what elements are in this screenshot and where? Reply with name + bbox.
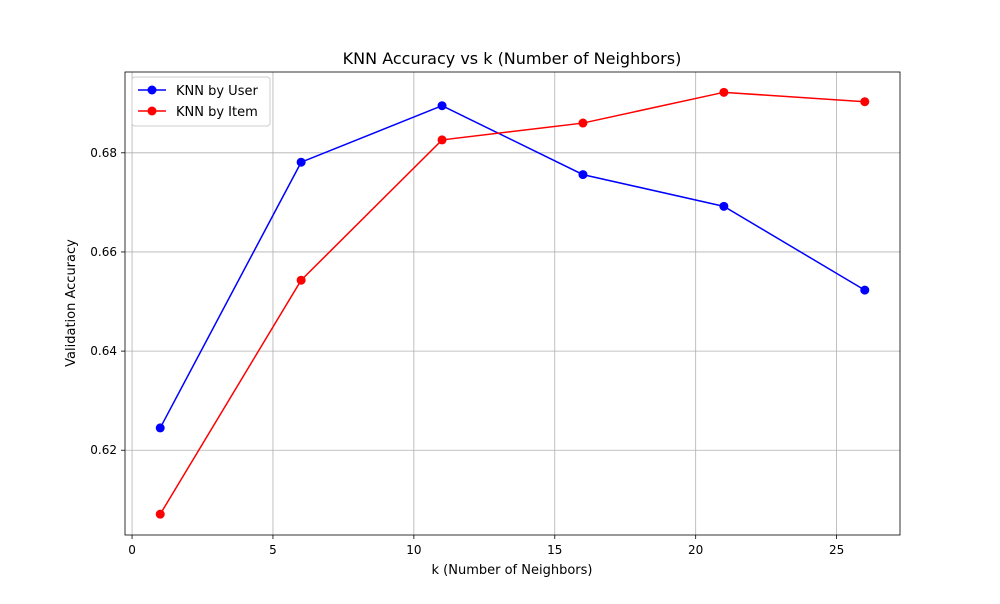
axes: 0 5 10 15 20 25 0.62 0.64 0.66 0.68 <box>90 71 901 557</box>
legend: KNN by User KNN by Item <box>131 76 271 127</box>
series-lines <box>155 87 870 519</box>
y-axis-label: Validation Accuracy <box>64 239 79 367</box>
series-line-knn-by-item <box>159 91 865 515</box>
data-point-knn-by-item <box>719 87 729 97</box>
data-point-knn-by-item <box>155 509 165 519</box>
data-point-knn-by-item <box>437 135 447 145</box>
x-tick-label: 15 <box>547 543 562 557</box>
plot-frame <box>124 71 901 536</box>
legend-frame <box>131 76 271 127</box>
y-tick-label: 0.64 <box>90 344 117 358</box>
grid-lines <box>125 72 900 535</box>
data-point-knn-by-user <box>155 423 165 433</box>
chart-title: KNN Accuracy vs k (Number of Neighbors) <box>343 49 682 68</box>
data-point-knn-by-user <box>578 170 588 180</box>
data-point-knn-by-user <box>719 201 729 211</box>
y-tick-label: 0.62 <box>90 443 117 457</box>
y-tick-label: 0.68 <box>90 146 117 160</box>
data-point-knn-by-item <box>578 118 588 128</box>
legend-marker-knn-by-user <box>147 85 157 95</box>
data-point-knn-by-user <box>437 101 447 111</box>
data-point-knn-by-user <box>296 157 306 167</box>
legend-label-knn-by-item: KNN by Item <box>176 105 258 120</box>
y-tick-label: 0.66 <box>90 245 117 259</box>
legend-label-knn-by-user: KNN by User <box>176 84 258 99</box>
x-tick-label: 5 <box>269 543 277 557</box>
x-axis-label: k (Number of Neighbors) <box>432 563 593 578</box>
data-point-knn-by-item <box>296 275 306 285</box>
data-point-knn-by-user <box>860 285 870 295</box>
legend-marker-knn-by-item <box>147 106 157 116</box>
x-tick-label: 20 <box>688 543 703 557</box>
series-line-knn-by-user <box>159 104 866 429</box>
data-point-knn-by-item <box>860 97 870 107</box>
x-tick-label: 0 <box>128 543 136 557</box>
x-tick-label: 10 <box>406 543 421 557</box>
x-tick-label: 25 <box>829 543 844 557</box>
